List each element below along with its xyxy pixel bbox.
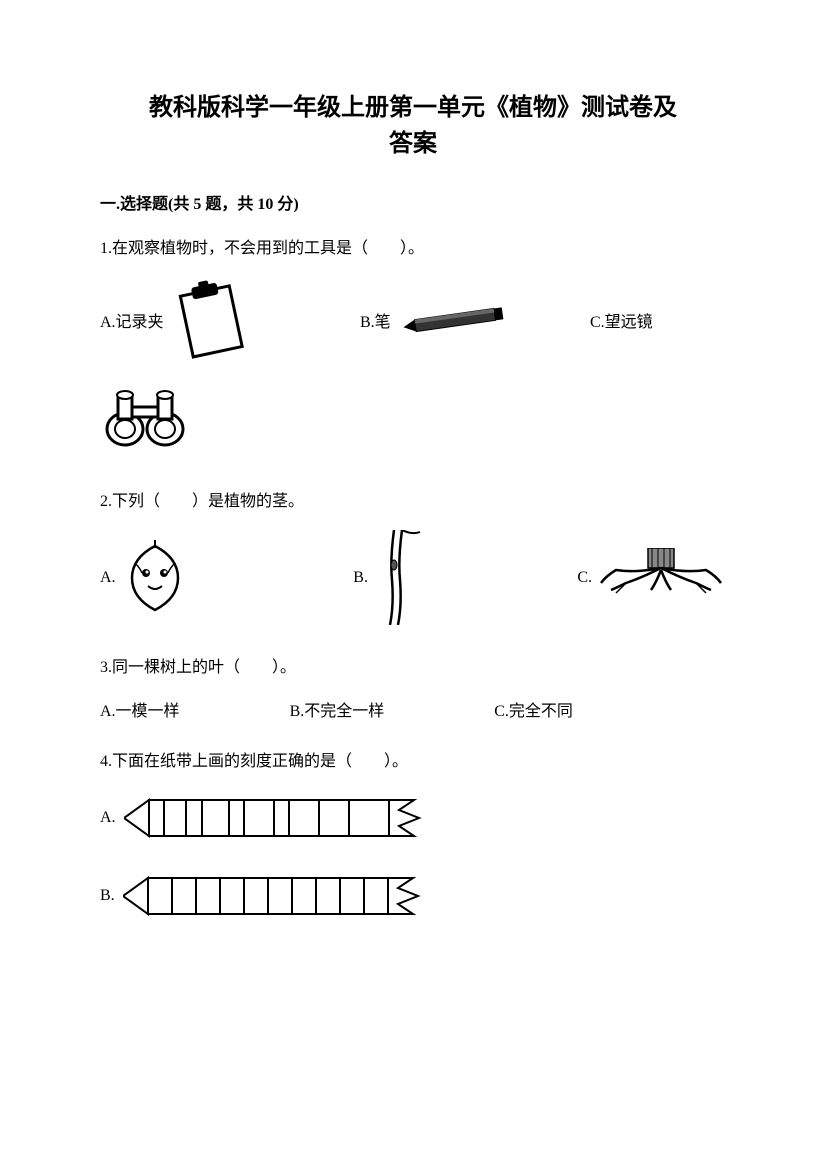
section-header: 一.选择题(共 5 题，共 10 分) <box>100 190 726 214</box>
q4-option-b: B. <box>100 872 726 920</box>
q2-text: 2.下列（ ）是植物的茎。 <box>100 489 726 515</box>
q2-optA-label: A. <box>100 569 116 587</box>
q4-text: 4.下面在纸带上画的刻度正确的是（ ）。 <box>100 749 726 775</box>
q1-optB-label: B.笔 <box>360 308 391 332</box>
q1-options-row1: A.记录夹 B.笔 C.望远镜 <box>100 278 726 363</box>
q1-option-a: A.记录夹 <box>100 278 360 363</box>
stem-icon <box>372 530 422 625</box>
clipboard-icon <box>168 278 258 363</box>
q2-option-b: B. <box>353 530 577 625</box>
q3-text: 3.同一棵树上的叶（ ）。 <box>100 655 726 681</box>
q4-optA-label: A. <box>100 809 116 827</box>
page-title: 教科版科学一年级上册第一单元《植物》测试卷及 答案 <box>100 90 726 162</box>
pencil-icon <box>395 300 515 340</box>
q2-option-c: C. <box>577 548 726 608</box>
roots-icon <box>596 548 726 608</box>
q4-optB-label: B. <box>100 887 115 905</box>
title-line-2: 答案 <box>100 126 726 162</box>
ruler-uneven-icon <box>124 794 424 842</box>
q3-optB: B.不完全一样 <box>290 697 385 721</box>
binoculars-icon <box>100 379 726 459</box>
q3-optC: C.完全不同 <box>494 697 573 721</box>
title-line-1: 教科版科学一年级上册第一单元《植物》测试卷及 <box>100 90 726 126</box>
q2-option-a: A. <box>100 538 353 618</box>
q1-optC-label: C.望远镜 <box>590 308 653 332</box>
q1-optA-label: A.记录夹 <box>100 308 164 332</box>
q2-optB-label: B. <box>353 569 368 587</box>
q2-optC-label: C. <box>577 569 592 587</box>
q3-options: A.一模一样 B.不完全一样 C.完全不同 <box>100 697 726 721</box>
q1-text: 1.在观察植物时，不会用到的工具是（ ）。 <box>100 236 726 262</box>
q1-option-c: C.望远镜 <box>590 308 657 332</box>
q2-options-row: A. B. C. <box>100 530 726 625</box>
q1-option-b: B.笔 <box>360 300 590 340</box>
q3-optA: A.一模一样 <box>100 697 180 721</box>
leaf-icon <box>120 538 190 618</box>
ruler-even-icon <box>123 872 423 920</box>
q4-option-a: A. <box>100 794 726 842</box>
